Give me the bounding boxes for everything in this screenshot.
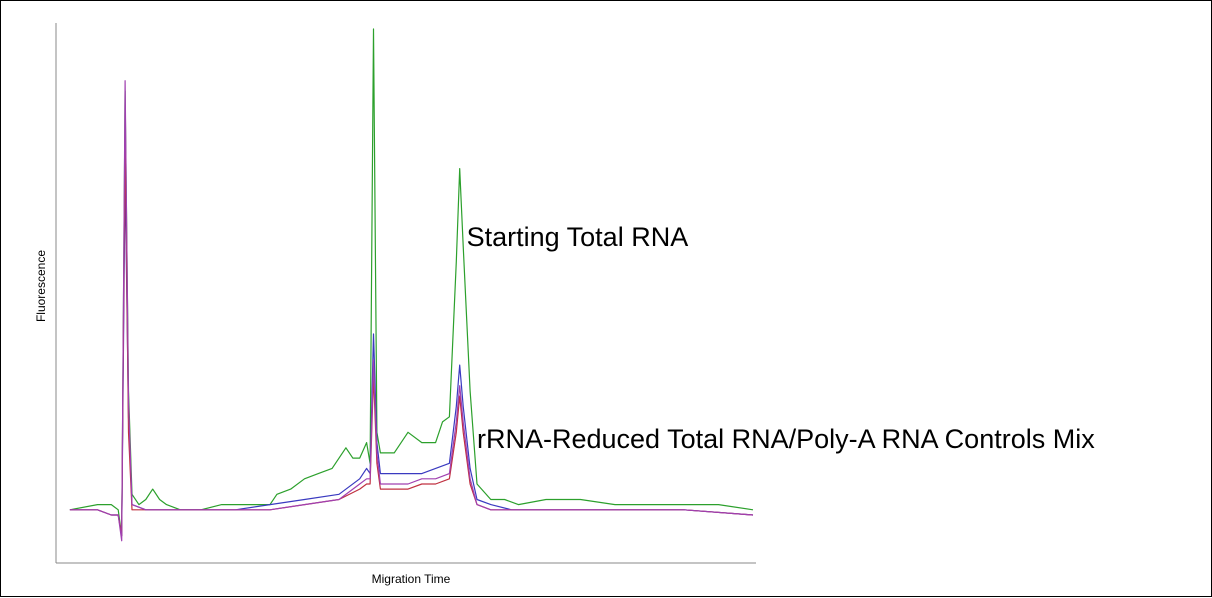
y-axis-label: Fluorescence (34, 250, 48, 322)
x-axis-label: Migration Time (372, 572, 451, 586)
series-line-3 (69, 131, 754, 537)
series-layer (69, 28, 754, 542)
annotation-label-2: rRNA-Reduced Total RNA/Poly-A RNA Contro… (477, 424, 1095, 454)
series-line-4 (69, 80, 754, 542)
series-line-1 (69, 28, 754, 537)
annotation-layer: Starting Total RNA rRNA-Reduced Total RNA… (467, 222, 1096, 454)
annotation-label-1: Starting Total RNA (467, 222, 689, 252)
